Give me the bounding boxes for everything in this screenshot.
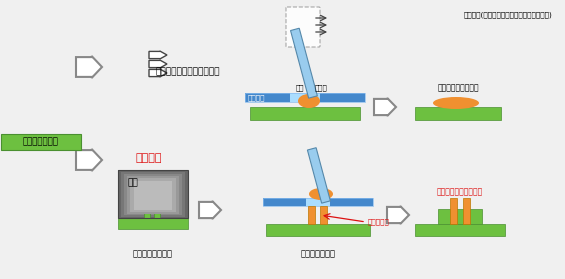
Text: 被印刷フィルム: 被印刷フィルム <box>23 138 59 146</box>
Bar <box>154 207 160 218</box>
Polygon shape <box>76 56 102 78</box>
Bar <box>266 224 370 236</box>
Polygon shape <box>199 201 221 219</box>
Polygon shape <box>76 149 102 171</box>
Polygon shape <box>387 206 409 224</box>
Bar <box>245 93 365 102</box>
Polygon shape <box>307 148 331 203</box>
Bar <box>118 170 188 218</box>
Text: ナノインプリント: ナノインプリント <box>133 249 173 259</box>
Bar <box>306 198 330 206</box>
Text: 毛細管現象: 毛細管現象 <box>368 219 390 225</box>
Bar <box>130 178 176 212</box>
Polygon shape <box>149 51 167 59</box>
Text: 開発工程: 開発工程 <box>135 153 162 163</box>
Bar <box>245 93 365 102</box>
Bar <box>263 198 373 206</box>
Text: 開口: 開口 <box>295 84 304 91</box>
Bar <box>250 107 360 120</box>
Bar <box>308 206 315 224</box>
Ellipse shape <box>433 97 479 109</box>
Bar <box>450 198 457 224</box>
Text: 印刷原版: 印刷原版 <box>248 94 266 101</box>
Bar <box>127 176 179 213</box>
Text: 金型: 金型 <box>127 178 138 187</box>
FancyBboxPatch shape <box>105 140 559 275</box>
Polygon shape <box>149 69 167 77</box>
Text: 微細な厉膜印刷の実現: 微細な厉膜印刷の実現 <box>437 187 483 196</box>
Bar <box>415 107 501 120</box>
Text: スキージ(ゴムベラによるインクの押し出し): スキージ(ゴムベラによるインクの押し出し) <box>463 11 552 18</box>
Bar <box>1 134 81 150</box>
Text: スクリーン印刷: スクリーン印刷 <box>301 249 336 259</box>
Ellipse shape <box>309 188 333 200</box>
Polygon shape <box>374 98 396 116</box>
Bar <box>415 224 505 236</box>
Bar <box>263 198 373 206</box>
Bar <box>320 206 327 224</box>
Text: 従来のスクリーン印刷工程: 従来のスクリーン印刷工程 <box>156 68 220 76</box>
Ellipse shape <box>298 94 320 108</box>
FancyBboxPatch shape <box>286 7 320 47</box>
Bar <box>463 198 470 224</box>
Bar <box>118 170 188 218</box>
Text: インク渗み・拡がり: インク渗み・拡がり <box>437 83 479 93</box>
Text: インク: インク <box>315 84 327 91</box>
Bar <box>124 174 182 215</box>
Polygon shape <box>290 28 318 98</box>
Polygon shape <box>149 60 167 68</box>
Bar <box>118 218 188 229</box>
Bar <box>290 93 320 102</box>
Bar <box>144 207 150 218</box>
Bar <box>438 209 482 224</box>
FancyBboxPatch shape <box>105 4 559 132</box>
Bar <box>121 172 185 217</box>
Bar <box>134 181 172 210</box>
